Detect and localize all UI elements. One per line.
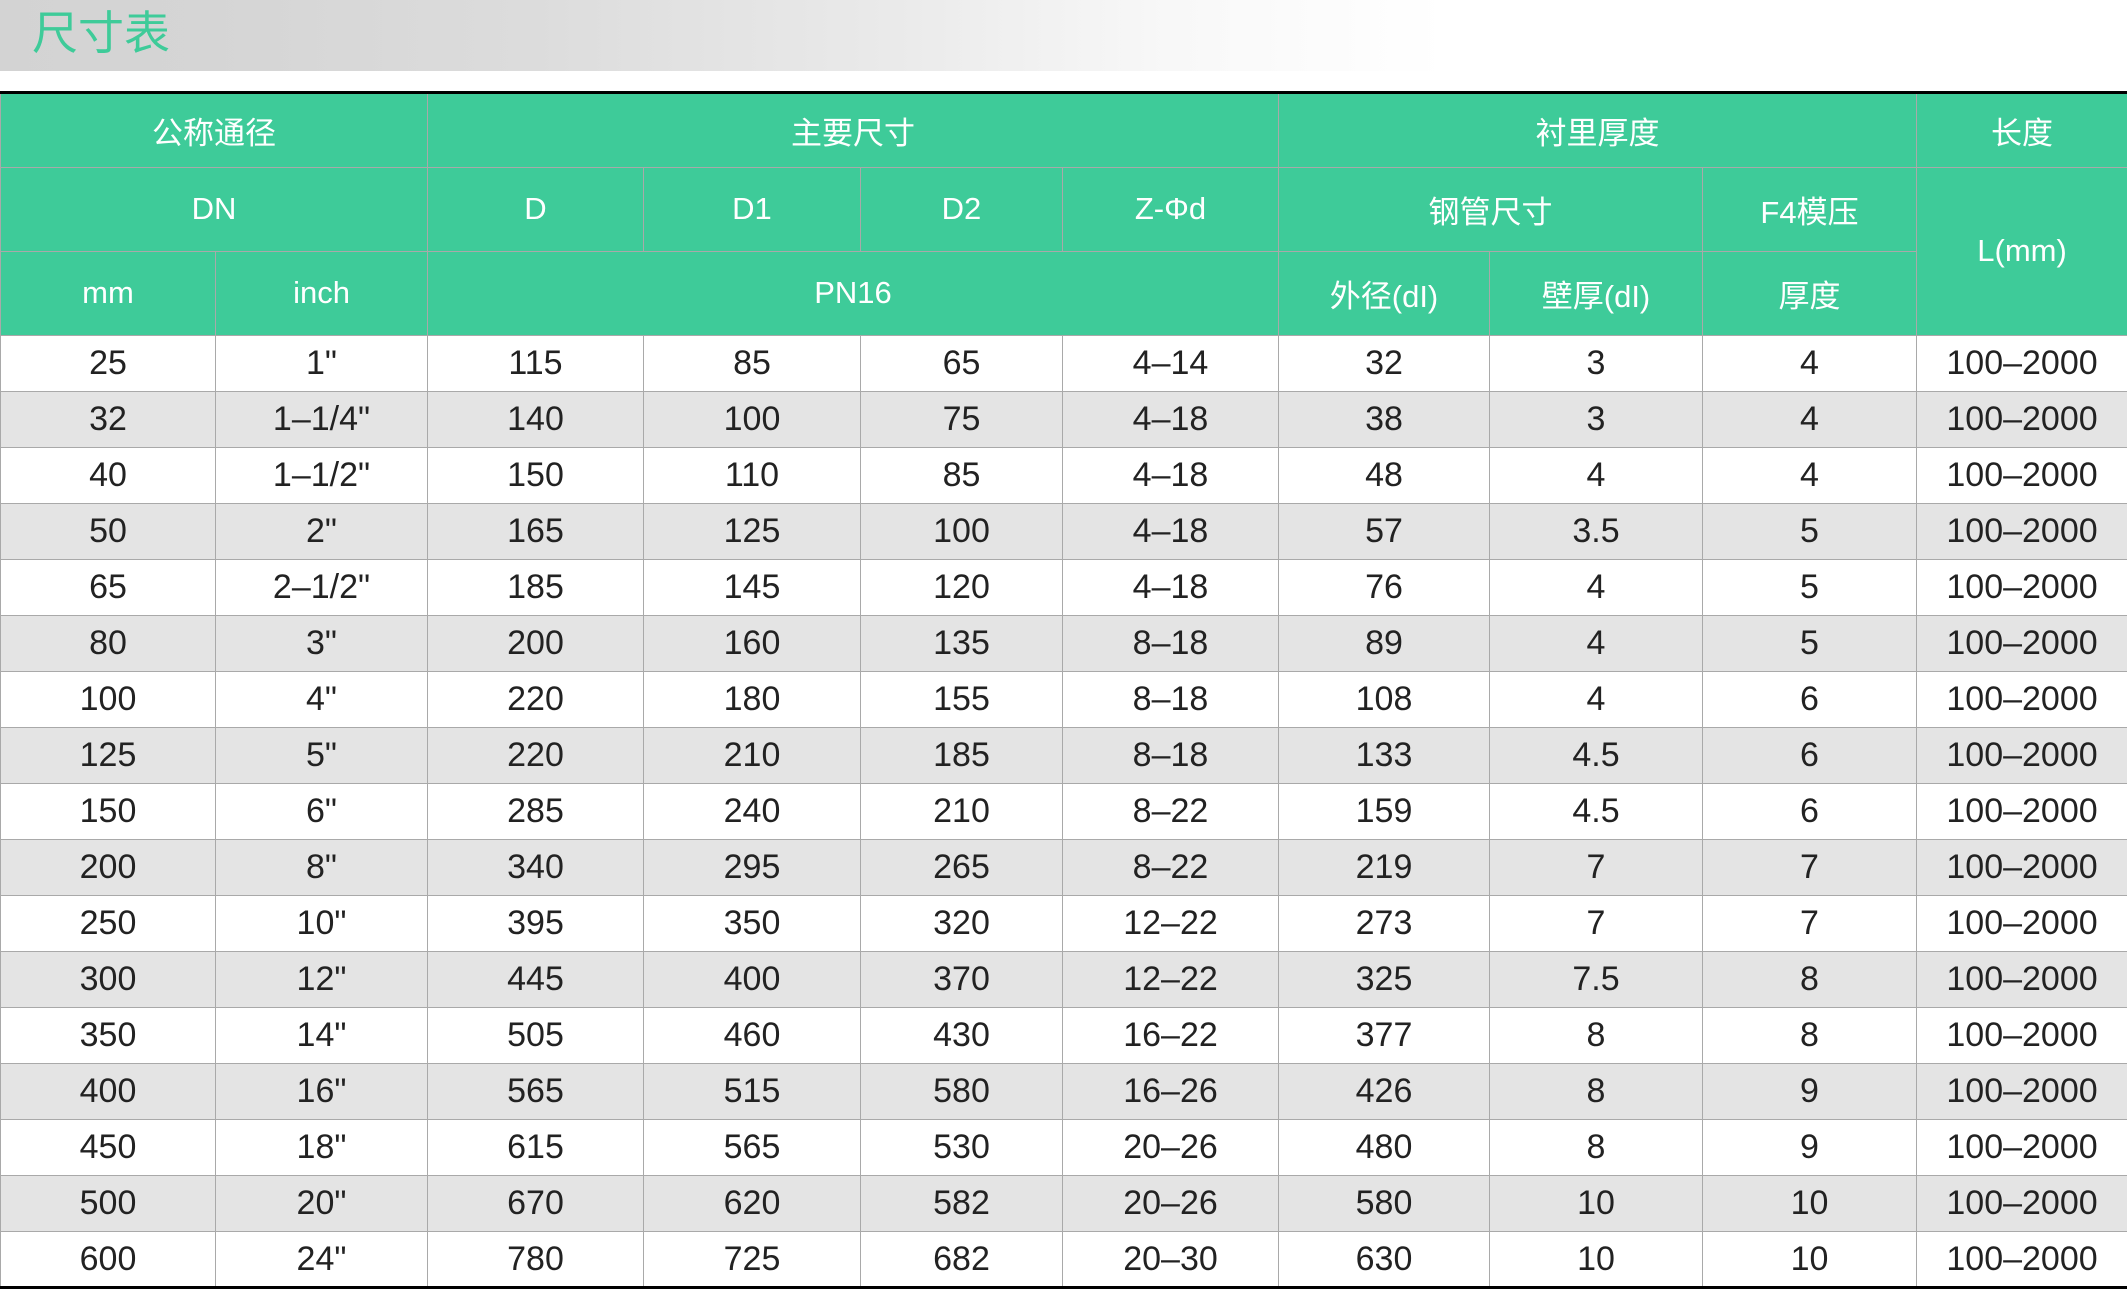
svg-text:尺寸表: 尺寸表 <box>32 7 170 59</box>
